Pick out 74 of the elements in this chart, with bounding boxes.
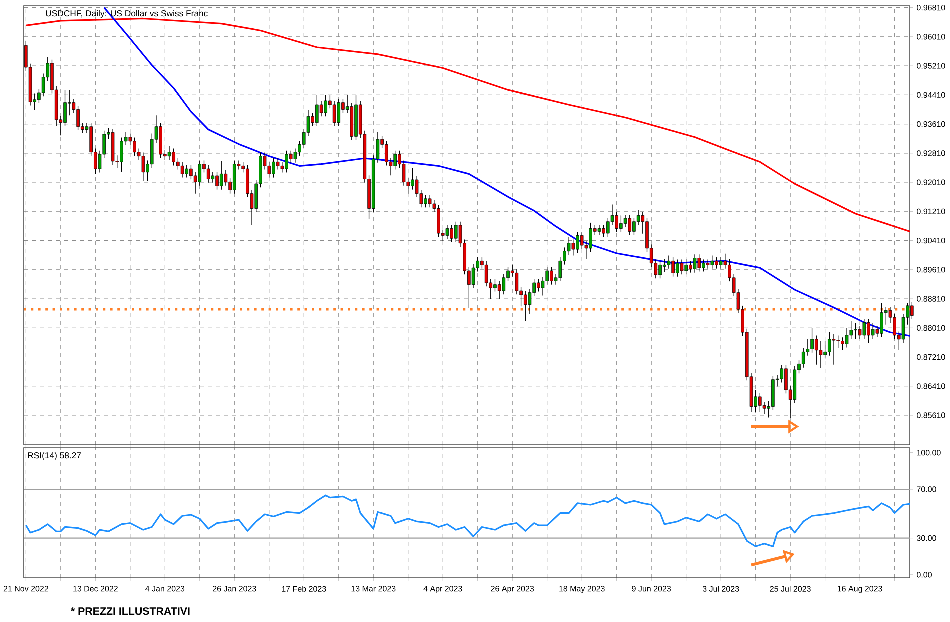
x-tick-label: 3 Jul 2023 bbox=[702, 586, 740, 592]
y-tick-label: 0.95210 bbox=[917, 63, 946, 69]
x-tick-label: 26 Jan 2023 bbox=[213, 586, 256, 592]
candlestick bbox=[206, 165, 210, 184]
candlestick bbox=[624, 214, 628, 228]
candlestick bbox=[580, 232, 584, 250]
x-tick-label: 4 Apr 2023 bbox=[424, 586, 462, 594]
candlestick bbox=[185, 165, 189, 178]
candlestick bbox=[428, 194, 432, 208]
candlestick bbox=[515, 269, 519, 295]
candlestick bbox=[858, 326, 862, 340]
y-tick-label: 70.00 bbox=[917, 486, 936, 492]
x-tick-label: 9 Jun 2023 bbox=[632, 586, 672, 592]
candlestick bbox=[224, 170, 228, 186]
chart-title: RSI(14) 58.27 bbox=[28, 452, 82, 460]
y-tick-label: 0.88010 bbox=[917, 325, 946, 331]
y-tick-label: 0.89610 bbox=[917, 267, 946, 273]
x-tick-label: 25 Jul 2023 bbox=[770, 586, 811, 592]
y-tick-label: 0.90410 bbox=[917, 238, 946, 244]
candlestick bbox=[484, 261, 488, 287]
candlestick bbox=[198, 160, 202, 186]
x-tick-label: 4 Jan 2023 bbox=[146, 586, 185, 592]
candlestick bbox=[337, 98, 341, 127]
candlestick bbox=[719, 257, 723, 270]
candlestick bbox=[572, 239, 576, 256]
y-tick-label: 0.87210 bbox=[917, 354, 946, 360]
y-tick-label: 30.00 bbox=[917, 536, 936, 542]
y-tick-label: 0.92810 bbox=[917, 150, 946, 156]
candlestick bbox=[710, 255, 714, 270]
candlestick bbox=[802, 348, 806, 368]
candlestick bbox=[472, 264, 476, 289]
candlestick bbox=[628, 214, 632, 236]
y-tick-label: 0.92010 bbox=[917, 180, 946, 186]
candlestick bbox=[693, 254, 697, 274]
y-tick-label: 0.96010 bbox=[917, 34, 946, 40]
candlestick bbox=[211, 172, 215, 184]
y-tick-label: 0.94410 bbox=[917, 92, 946, 98]
candlestick bbox=[680, 259, 684, 275]
x-tick-label: 13 Dec 2022 bbox=[74, 586, 118, 592]
candlestick bbox=[180, 162, 184, 178]
candlestick bbox=[276, 158, 280, 170]
x-tick-label: 16 Aug 2023 bbox=[838, 586, 882, 594]
x-tick-label: 17 Feb 2023 bbox=[282, 586, 326, 592]
y-tick-label: 100.00 bbox=[917, 450, 941, 456]
candlestick bbox=[706, 259, 710, 270]
candlestick bbox=[498, 280, 502, 300]
y-tick-label: 0.91210 bbox=[917, 208, 946, 214]
candlestick bbox=[142, 152, 146, 182]
candlestick bbox=[446, 224, 450, 240]
candlestick bbox=[332, 101, 336, 127]
y-tick-label: 0.93610 bbox=[917, 121, 946, 128]
chart-title: USDCHF, Daily: US Dollar vs Swiss Franc bbox=[46, 10, 208, 18]
candlestick bbox=[667, 255, 671, 270]
text: * PREZZI ILLUSTRATIVI bbox=[70, 608, 190, 616]
candlestick bbox=[845, 328, 849, 348]
x-tick-label: 26 Apr 2023 bbox=[491, 586, 534, 594]
y-tick-label: 0.86410 bbox=[917, 384, 946, 390]
candlestick bbox=[662, 259, 666, 272]
x-tick-label: 21 Nov 2022 bbox=[4, 586, 48, 592]
x-tick-label: 13 Mar 2023 bbox=[352, 586, 396, 592]
y-tick-label: 0.00 bbox=[917, 572, 932, 578]
y-tick-label: 0.88810 bbox=[917, 296, 946, 302]
candlestick bbox=[862, 318, 866, 340]
x-tick-label: 18 May 2023 bbox=[560, 586, 605, 594]
candlestick bbox=[871, 322, 875, 340]
y-tick-label: 0.85610 bbox=[917, 412, 946, 418]
candlestick bbox=[598, 224, 602, 236]
candlestick bbox=[220, 160, 224, 190]
candlestick bbox=[294, 148, 298, 164]
candlestick bbox=[502, 274, 506, 295]
candlestick bbox=[832, 334, 836, 366]
y-tick-label: 0.96810 bbox=[917, 4, 946, 11]
candlestick bbox=[168, 146, 172, 160]
candlestick bbox=[819, 340, 823, 369]
